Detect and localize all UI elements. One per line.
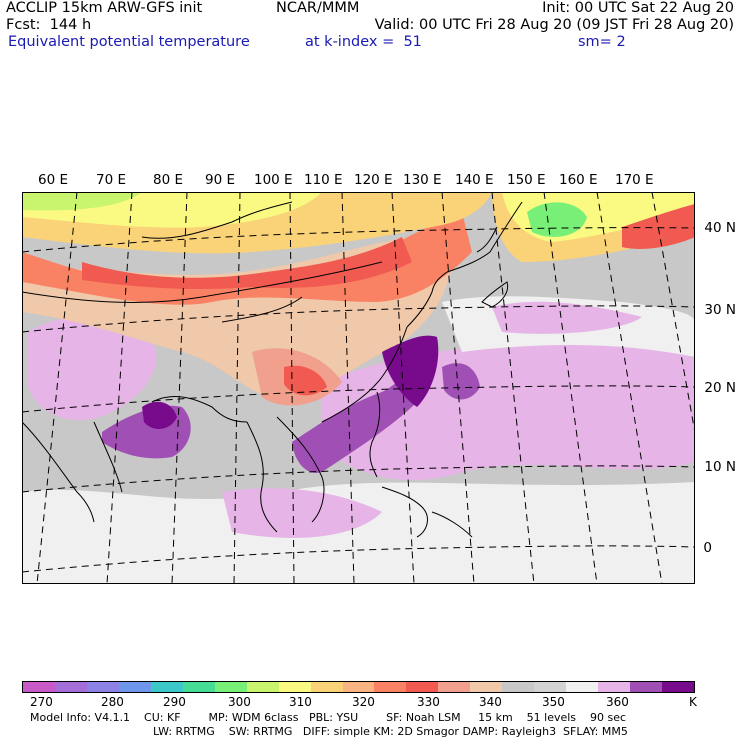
- lon-label: 80 E: [153, 172, 183, 188]
- colorbar-segment: [502, 682, 535, 692]
- colorbar-tick: 280: [101, 695, 124, 709]
- valid-time: Valid: 00 UTC Fri 28 Aug 20 (09 JST Fri …: [374, 17, 734, 33]
- field-name: Equivalent potential temperature: [8, 34, 250, 50]
- level-index: at k-index = 51: [305, 34, 422, 50]
- colorbar-segment: [662, 682, 695, 692]
- map-svg: [22, 192, 695, 584]
- colorbar-tick: 330: [417, 695, 440, 709]
- colorbar-segment: [310, 682, 343, 692]
- forecast-hour: Fcst: 144 h: [6, 17, 92, 33]
- colorbar-tick: 270: [30, 695, 53, 709]
- theta-e-map: [22, 192, 695, 584]
- colorbar-segment: [182, 682, 215, 692]
- lon-label: 160 E: [559, 172, 598, 188]
- colorbar: [22, 681, 695, 693]
- colorbar-segment: [374, 682, 407, 692]
- colorbar-tick: 320: [352, 695, 375, 709]
- model-info: Model Info: V4.1.1 CU: KF MP: WDM 6class…: [30, 711, 627, 724]
- run-title: ACCLIP 15km ARW-GFS init: [6, 0, 203, 16]
- theta-e-365-plume: [142, 401, 177, 429]
- theta-e-350-region: [27, 317, 157, 421]
- theta-e-330-band: [82, 237, 412, 290]
- colorbar-segment: [118, 682, 151, 692]
- colorbar-segment: [598, 682, 631, 692]
- colorbar-segment: [86, 682, 119, 692]
- theta-e-350-region: [222, 488, 382, 538]
- theta-e-330-region: [284, 365, 327, 396]
- colorbar-segment: [278, 682, 311, 692]
- physics-info: LW: RRTMG SW: RRTMG DIFF: simple KM: 2D …: [153, 725, 628, 738]
- colorbar-segment: [534, 682, 567, 692]
- lon-label: 110 E: [304, 172, 343, 188]
- lat-label: 10 N: [704, 459, 736, 475]
- colorbar-segment: [54, 682, 87, 692]
- lon-label: 130 E: [403, 172, 442, 188]
- lon-label: 60 E: [38, 172, 68, 188]
- colorbar-tick: 310: [289, 695, 312, 709]
- lat-label: 40 N: [704, 220, 736, 236]
- theta-e-350-region: [492, 301, 642, 334]
- lon-label: 140 E: [455, 172, 494, 188]
- theta-e-330-band: [22, 212, 472, 305]
- colorbar-segment: [342, 682, 375, 692]
- colorbar-tick: 360: [606, 695, 629, 709]
- colorbar-segment: [470, 682, 503, 692]
- colorbar-segment: [246, 682, 279, 692]
- colorbar-segment: [566, 682, 599, 692]
- colorbar-segment: [214, 682, 247, 692]
- lon-label: 170 E: [615, 172, 654, 188]
- theta-e-360-plume: [292, 342, 433, 473]
- map-frame: [22, 192, 695, 584]
- lat-label: 0: [703, 540, 712, 556]
- theta-e-305-zone: [22, 192, 142, 211]
- init-time: Init: 00 UTC Sat 22 Aug 20: [542, 0, 734, 16]
- colorbar-tick: 350: [542, 695, 565, 709]
- smoothing-label: sm= 2: [578, 34, 626, 50]
- colorbar-segment: [150, 682, 183, 692]
- colorbar-segment: [630, 682, 663, 692]
- colorbar-tick: 290: [163, 695, 186, 709]
- graticule: [22, 192, 695, 584]
- ocean-field: [22, 482, 695, 584]
- colorbar-segment: [406, 682, 439, 692]
- lon-label: 90 E: [205, 172, 235, 188]
- lon-label: 100 E: [254, 172, 293, 188]
- theta-e-330-band: [622, 204, 695, 249]
- colorbar-unit: K: [689, 695, 697, 709]
- colorbar-segment: [23, 682, 55, 692]
- theta-e-360-plume: [442, 363, 480, 400]
- org-label: NCAR/MMM: [276, 0, 360, 16]
- lon-label: 150 E: [507, 172, 546, 188]
- lat-label: 20 N: [704, 380, 736, 396]
- colorbar-tick: 340: [479, 695, 502, 709]
- colorbar-tick: 300: [228, 695, 251, 709]
- lat-label: 30 N: [704, 302, 736, 318]
- lon-label: 70 E: [96, 172, 126, 188]
- lon-label: 120 E: [354, 172, 393, 188]
- colorbar-segment: [438, 682, 471, 692]
